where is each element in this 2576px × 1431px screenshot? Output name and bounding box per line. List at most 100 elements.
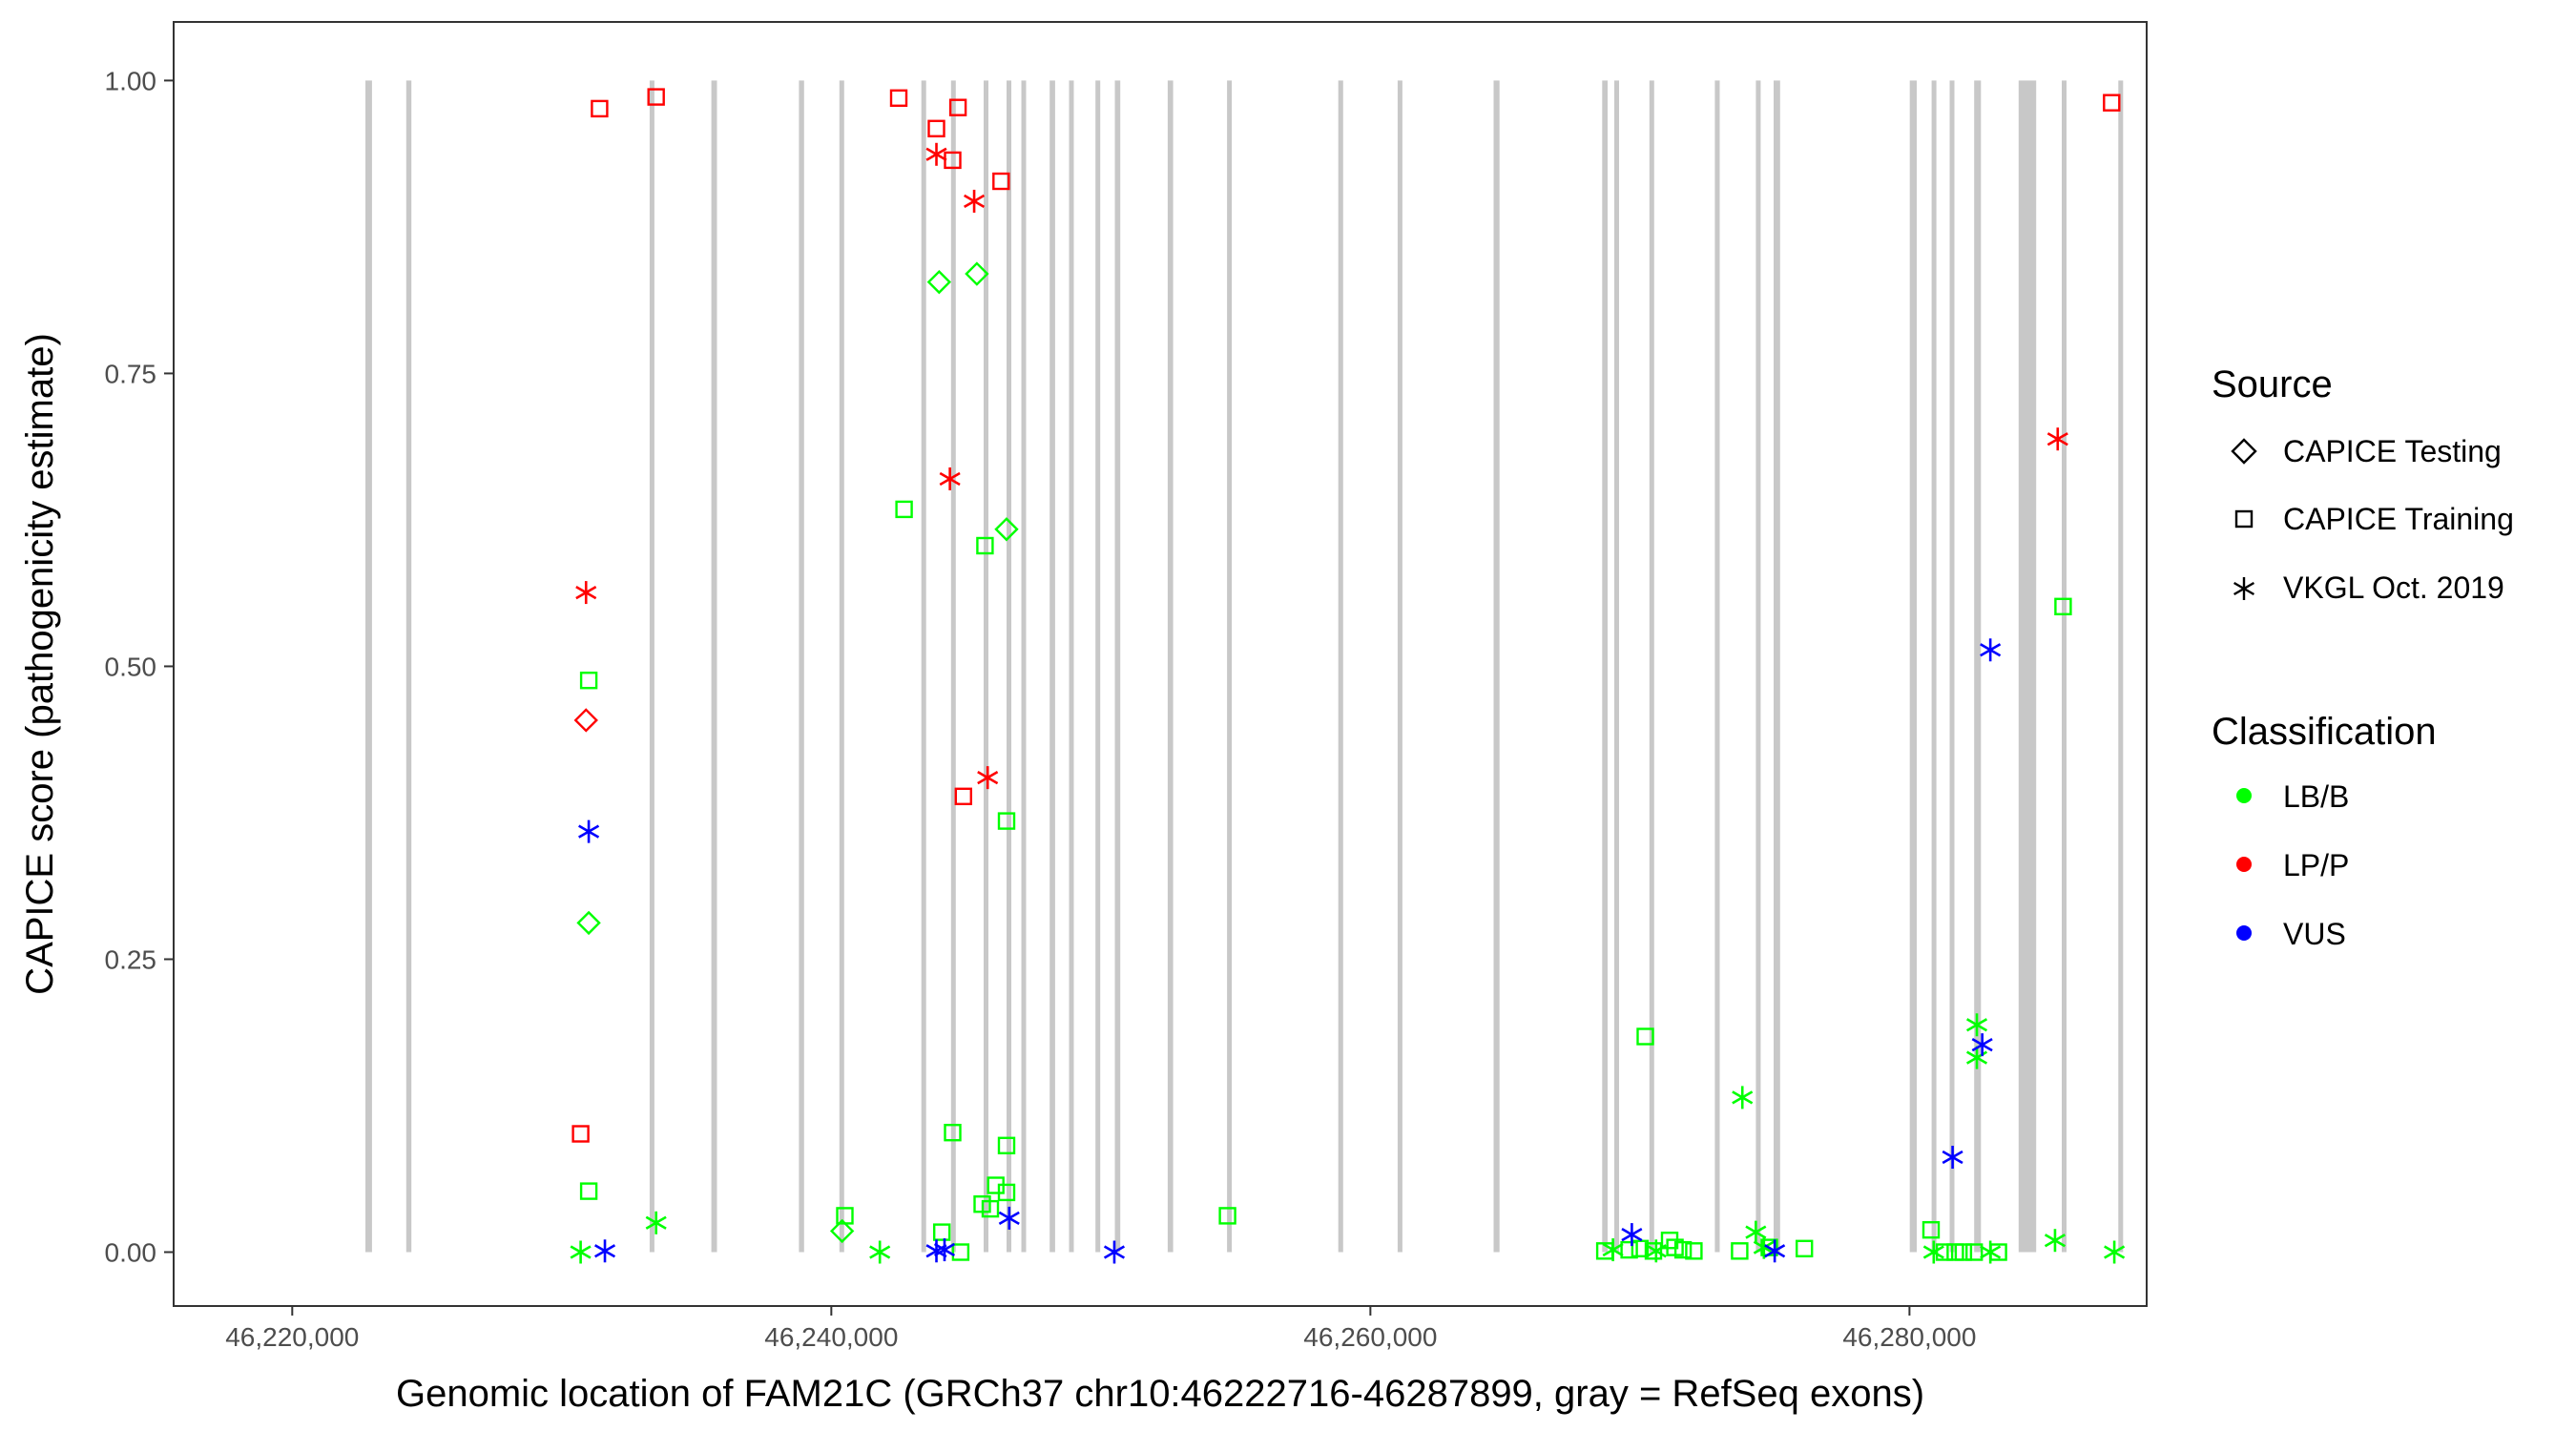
legend-source-title: Source bbox=[2212, 363, 2333, 405]
exon-band bbox=[1755, 80, 1761, 1253]
exon-band bbox=[799, 80, 804, 1253]
y-axis-title: CAPICE score (pathogenicity estimate) bbox=[19, 333, 61, 995]
data-points bbox=[570, 88, 2126, 1264]
point-asterisk bbox=[1922, 1240, 1944, 1264]
exon-band bbox=[1397, 80, 1402, 1253]
plot-panel-border bbox=[173, 21, 2148, 1307]
exon-band bbox=[1931, 80, 1937, 1253]
point-asterisk bbox=[925, 1239, 947, 1263]
exon-band bbox=[950, 80, 956, 1253]
exon-band bbox=[2018, 80, 2037, 1253]
y-tick-label: 0.00 bbox=[105, 1238, 157, 1268]
legend-item-lb-b: LB/B bbox=[2236, 779, 2349, 814]
exon-band bbox=[921, 80, 926, 1253]
point-square bbox=[591, 99, 609, 118]
point-square bbox=[1218, 1207, 1236, 1225]
point-asterisk bbox=[1621, 1223, 1643, 1247]
point-diamond bbox=[573, 708, 598, 733]
point-square bbox=[981, 1199, 1000, 1218]
legend: Source CAPICE Testing CAPICE Training VK… bbox=[2212, 363, 2514, 951]
point-square bbox=[933, 1223, 951, 1241]
legend-label: CAPICE Training bbox=[2283, 502, 2514, 536]
exon-band bbox=[1614, 80, 1619, 1253]
legend-classification-title: Classification bbox=[2212, 711, 2437, 753]
point-square bbox=[2054, 597, 2072, 615]
dot-icon bbox=[2236, 925, 2252, 941]
point-square bbox=[647, 88, 665, 106]
point-asterisk bbox=[1103, 1240, 1126, 1264]
point-square bbox=[1636, 1027, 1654, 1046]
point-asterisk bbox=[1980, 1240, 2002, 1264]
point-square bbox=[1631, 1239, 1650, 1258]
exon-band bbox=[1649, 80, 1654, 1253]
point-diamond bbox=[994, 517, 1019, 542]
exon-bands bbox=[365, 80, 2124, 1253]
exon-band bbox=[984, 80, 988, 1253]
point-square bbox=[579, 1182, 598, 1200]
point-square bbox=[976, 536, 994, 555]
point-diamond bbox=[829, 1218, 855, 1244]
point-square bbox=[1922, 1220, 1941, 1239]
exon-band bbox=[1974, 80, 1982, 1253]
point-square bbox=[1795, 1239, 1814, 1258]
point-asterisk bbox=[2044, 1229, 2066, 1253]
point-square bbox=[889, 89, 908, 108]
point-diamond bbox=[576, 910, 601, 936]
exon-band bbox=[405, 80, 412, 1253]
legend-item-capice-testing: CAPICE Testing bbox=[2231, 434, 2502, 468]
point-asterisk bbox=[645, 1211, 667, 1234]
point-square bbox=[2103, 93, 2121, 112]
legend-item-vus: VUS bbox=[2236, 917, 2346, 951]
x-axis: 46,220,000 46,240,000 46,260,000 46,280,000 bbox=[225, 1306, 1976, 1352]
asterisk-icon bbox=[2233, 577, 2254, 600]
point-asterisk bbox=[2046, 427, 2068, 451]
point-square bbox=[997, 812, 1016, 830]
point-square bbox=[836, 1207, 854, 1225]
square-icon bbox=[2234, 509, 2254, 529]
point-square bbox=[1731, 1242, 1749, 1260]
point-asterisk bbox=[2104, 1240, 2126, 1264]
exon-band bbox=[1949, 80, 1955, 1253]
point-square bbox=[1685, 1242, 1703, 1260]
point-square bbox=[1954, 1243, 1973, 1261]
exon-band bbox=[1095, 80, 1101, 1253]
point-asterisk bbox=[933, 1238, 956, 1262]
legend-item-lp-p: LP/P bbox=[2236, 848, 2349, 882]
exon-band bbox=[1114, 80, 1121, 1253]
point-asterisk bbox=[1602, 1238, 1624, 1262]
point-asterisk bbox=[1745, 1220, 1767, 1244]
point-asterisk bbox=[1645, 1239, 1667, 1263]
legend-label: LP/P bbox=[2283, 848, 2349, 882]
point-square bbox=[1673, 1240, 1693, 1259]
exon-band bbox=[711, 80, 717, 1253]
exon-band bbox=[1493, 80, 1500, 1253]
x-tick-label: 46,260,000 bbox=[1303, 1322, 1437, 1352]
point-square bbox=[992, 172, 1010, 191]
exon-band bbox=[1007, 80, 1011, 1253]
point-square bbox=[944, 1123, 962, 1142]
point-square bbox=[951, 1243, 970, 1261]
legend-label: VKGL Oct. 2019 bbox=[2283, 570, 2504, 605]
point-asterisk bbox=[1764, 1239, 1786, 1263]
point-square bbox=[948, 98, 967, 116]
exon-band bbox=[2118, 80, 2124, 1253]
x-tick-label: 46,240,000 bbox=[764, 1322, 898, 1352]
point-asterisk bbox=[869, 1240, 891, 1264]
point-asterisk bbox=[570, 1240, 592, 1264]
point-square bbox=[571, 1125, 590, 1143]
point-asterisk bbox=[575, 581, 597, 605]
x-tick-label: 46,280,000 bbox=[1842, 1322, 1976, 1352]
point-asterisk bbox=[998, 1206, 1020, 1230]
diamond-icon bbox=[2231, 438, 2257, 465]
point-asterisk bbox=[1965, 1013, 1988, 1037]
point-square bbox=[1620, 1240, 1638, 1259]
dot-icon bbox=[2236, 857, 2252, 872]
point-asterisk bbox=[578, 819, 600, 843]
point-asterisk bbox=[925, 142, 947, 166]
exon-band bbox=[1909, 80, 1917, 1253]
point-square bbox=[927, 119, 945, 138]
legend-label: VUS bbox=[2283, 917, 2346, 951]
point-square bbox=[1644, 1242, 1663, 1260]
exon-band bbox=[1338, 80, 1343, 1253]
exon-band bbox=[1021, 80, 1027, 1253]
